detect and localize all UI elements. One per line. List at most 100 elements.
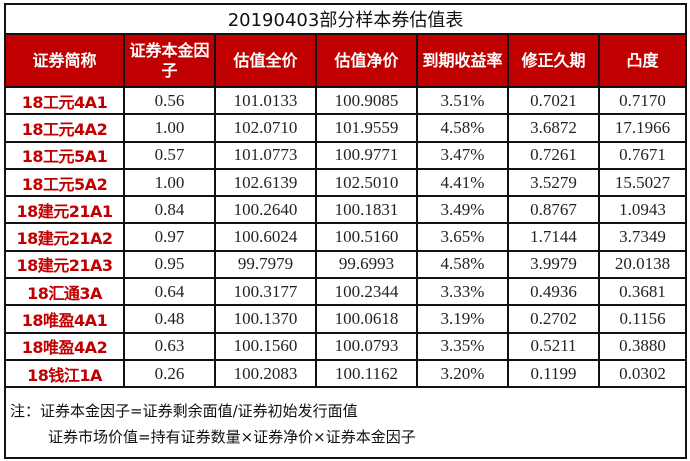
value-cell: 3.47% [416, 140, 509, 170]
value-cell: 0.64 [123, 277, 216, 307]
column-header: 证券本金因子 [123, 33, 216, 88]
value-cell: 0.84 [123, 195, 216, 225]
column-header: 凸度 [597, 33, 686, 88]
value-cell: 0.57 [123, 140, 216, 170]
value-cell: 100.0618 [315, 304, 418, 334]
value-cell: 102.5010 [315, 167, 418, 198]
value-cell: 0.0302 [597, 358, 686, 389]
table-row: 18建元21A2 0.97 100.6024 100.5160 3.65% 1.7144 3… [6, 222, 686, 252]
value-cell: 99.7979 [214, 249, 317, 280]
value-cell: 0.5211 [507, 331, 600, 361]
column-header: 证券简称 [6, 33, 125, 88]
value-cell: 17.1966 [597, 113, 686, 143]
value-cell: 3.5279 [507, 167, 600, 198]
value-cell: 20.0138 [597, 249, 686, 280]
value-cell: 0.7170 [597, 85, 686, 116]
value-cell: 3.49% [416, 195, 509, 225]
value-cell: 100.1831 [315, 195, 418, 225]
value-cell: 1.00 [123, 113, 216, 143]
table-row: 18工元4A1 0.56 101.0133 100.9085 3.51% 0.7021 0.… [6, 85, 686, 116]
value-cell: 101.9559 [315, 113, 418, 143]
value-cell: 100.5160 [315, 222, 418, 252]
value-cell: 0.95 [123, 249, 216, 280]
security-name-cell: 18钱江1A [6, 358, 125, 389]
value-cell: 100.6024 [214, 222, 317, 252]
table-row: 18建元21A3 0.95 99.7979 99.6993 4.58% 3.9979 20.… [6, 249, 686, 280]
table-row: 18唯盈4A1 0.48 100.1370 100.0618 3.19% 0.2702 0.… [6, 304, 686, 334]
value-cell: 0.26 [123, 358, 216, 389]
value-cell: 4.58% [416, 113, 509, 143]
table-row: 18唯盈4A2 0.63 100.1560 100.0793 3.35% 0.5211 0.… [6, 331, 686, 361]
valuation-table: 20190403部分样本券估值表 证券简称 证券本金因子 估值全价 估值净价 到期收益率… [6, 5, 686, 389]
table-row: 18建元21A1 0.84 100.2640 100.1831 3.49% 0.8767 1… [6, 195, 686, 225]
table-row: 18钱江1A 0.26 100.2083 100.1162 3.20% 0.1199 0.0… [6, 358, 686, 389]
footnote: 注：证券本金因子=证券剩余面值/证券初始发行面值 证券市场价值=持有证券数量×证… [6, 388, 685, 450]
header-row: 证券简称 证券本金因子 估值全价 估值净价 到期收益率 修正久期 凸度 [6, 33, 686, 88]
value-cell: 100.1162 [315, 358, 418, 389]
security-name-cell: 18工元5A2 [6, 167, 125, 198]
valuation-table-panel: 20190403部分样本券估值表 证券简称 证券本金因子 估值全价 估值净价 到期收益率… [4, 3, 687, 459]
value-cell: 3.7349 [597, 222, 686, 252]
value-cell: 100.2083 [214, 358, 317, 389]
value-cell: 3.35% [416, 331, 509, 361]
value-cell: 100.3177 [214, 277, 317, 307]
value-cell: 3.65% [416, 222, 509, 252]
value-cell: 3.33% [416, 277, 509, 307]
value-cell: 4.58% [416, 249, 509, 280]
value-cell: 100.1560 [214, 331, 317, 361]
security-name-cell: 18工元4A1 [6, 85, 125, 116]
value-cell: 101.0133 [214, 85, 317, 116]
security-name-cell: 18唯盈4A2 [6, 331, 125, 361]
note-line-2: 证券市场价值=持有证券数量×证券净价×证券本金因子 [48, 428, 416, 447]
value-cell: 0.1199 [507, 358, 600, 389]
value-cell: 102.6139 [214, 167, 317, 198]
value-cell: 0.3681 [597, 277, 686, 307]
value-cell: 0.8767 [507, 195, 600, 225]
value-cell: 0.7021 [507, 85, 600, 116]
value-cell: 100.9771 [315, 140, 418, 170]
value-cell: 0.97 [123, 222, 216, 252]
security-name-cell: 18唯盈4A1 [6, 304, 125, 334]
column-header: 估值全价 [214, 33, 317, 88]
value-cell: 1.0943 [597, 195, 686, 225]
note-line-1: 注：证券本金因子=证券剩余面值/证券初始发行面值 [10, 402, 358, 421]
table-title: 20190403部分样本券估值表 [6, 5, 686, 35]
value-cell: 1.00 [123, 167, 216, 198]
value-cell: 0.1156 [597, 304, 686, 334]
value-cell: 4.41% [416, 167, 509, 198]
value-cell: 100.0793 [315, 331, 418, 361]
column-header: 修正久期 [507, 33, 600, 88]
value-cell: 100.9085 [315, 85, 418, 116]
value-cell: 3.51% [416, 85, 509, 116]
value-cell: 99.6993 [315, 249, 418, 280]
value-cell: 0.63 [123, 331, 216, 361]
value-cell: 3.6872 [507, 113, 600, 143]
value-cell: 0.56 [123, 85, 216, 116]
security-name-cell: 18工元4A2 [6, 113, 125, 143]
column-header: 估值净价 [315, 33, 418, 88]
security-name-cell: 18建元21A3 [6, 249, 125, 280]
value-cell: 0.3880 [597, 331, 686, 361]
value-cell: 101.0773 [214, 140, 317, 170]
value-cell: 3.20% [416, 358, 509, 389]
security-name-cell: 18建元21A2 [6, 222, 125, 252]
value-cell: 100.1370 [214, 304, 317, 334]
value-cell: 100.2640 [214, 195, 317, 225]
value-cell: 0.4936 [507, 277, 600, 307]
value-cell: 1.7144 [507, 222, 600, 252]
security-name-cell: 18建元21A1 [6, 195, 125, 225]
value-cell: 0.7261 [507, 140, 600, 170]
security-name-cell: 18汇通3A [6, 277, 125, 307]
table-row: 18工元5A1 0.57 101.0773 100.9771 3.47% 0.7261 0.… [6, 140, 686, 170]
table-row: 18汇通3A 0.64 100.3177 100.2344 3.33% 0.4936 0.3… [6, 277, 686, 307]
value-cell: 0.48 [123, 304, 216, 334]
column-header: 到期收益率 [416, 33, 509, 88]
value-cell: 3.19% [416, 304, 509, 334]
value-cell: 3.9979 [507, 249, 600, 280]
table-row: 18工元4A2 1.00 102.0710 101.9559 4.58% 3.6872 17… [6, 113, 686, 143]
value-cell: 102.0710 [214, 113, 317, 143]
value-cell: 0.7671 [597, 140, 686, 170]
table-row: 18工元5A2 1.00 102.6139 102.5010 4.41% 3.5279 15… [6, 167, 686, 198]
value-cell: 100.2344 [315, 277, 418, 307]
value-cell: 0.2702 [507, 304, 600, 334]
